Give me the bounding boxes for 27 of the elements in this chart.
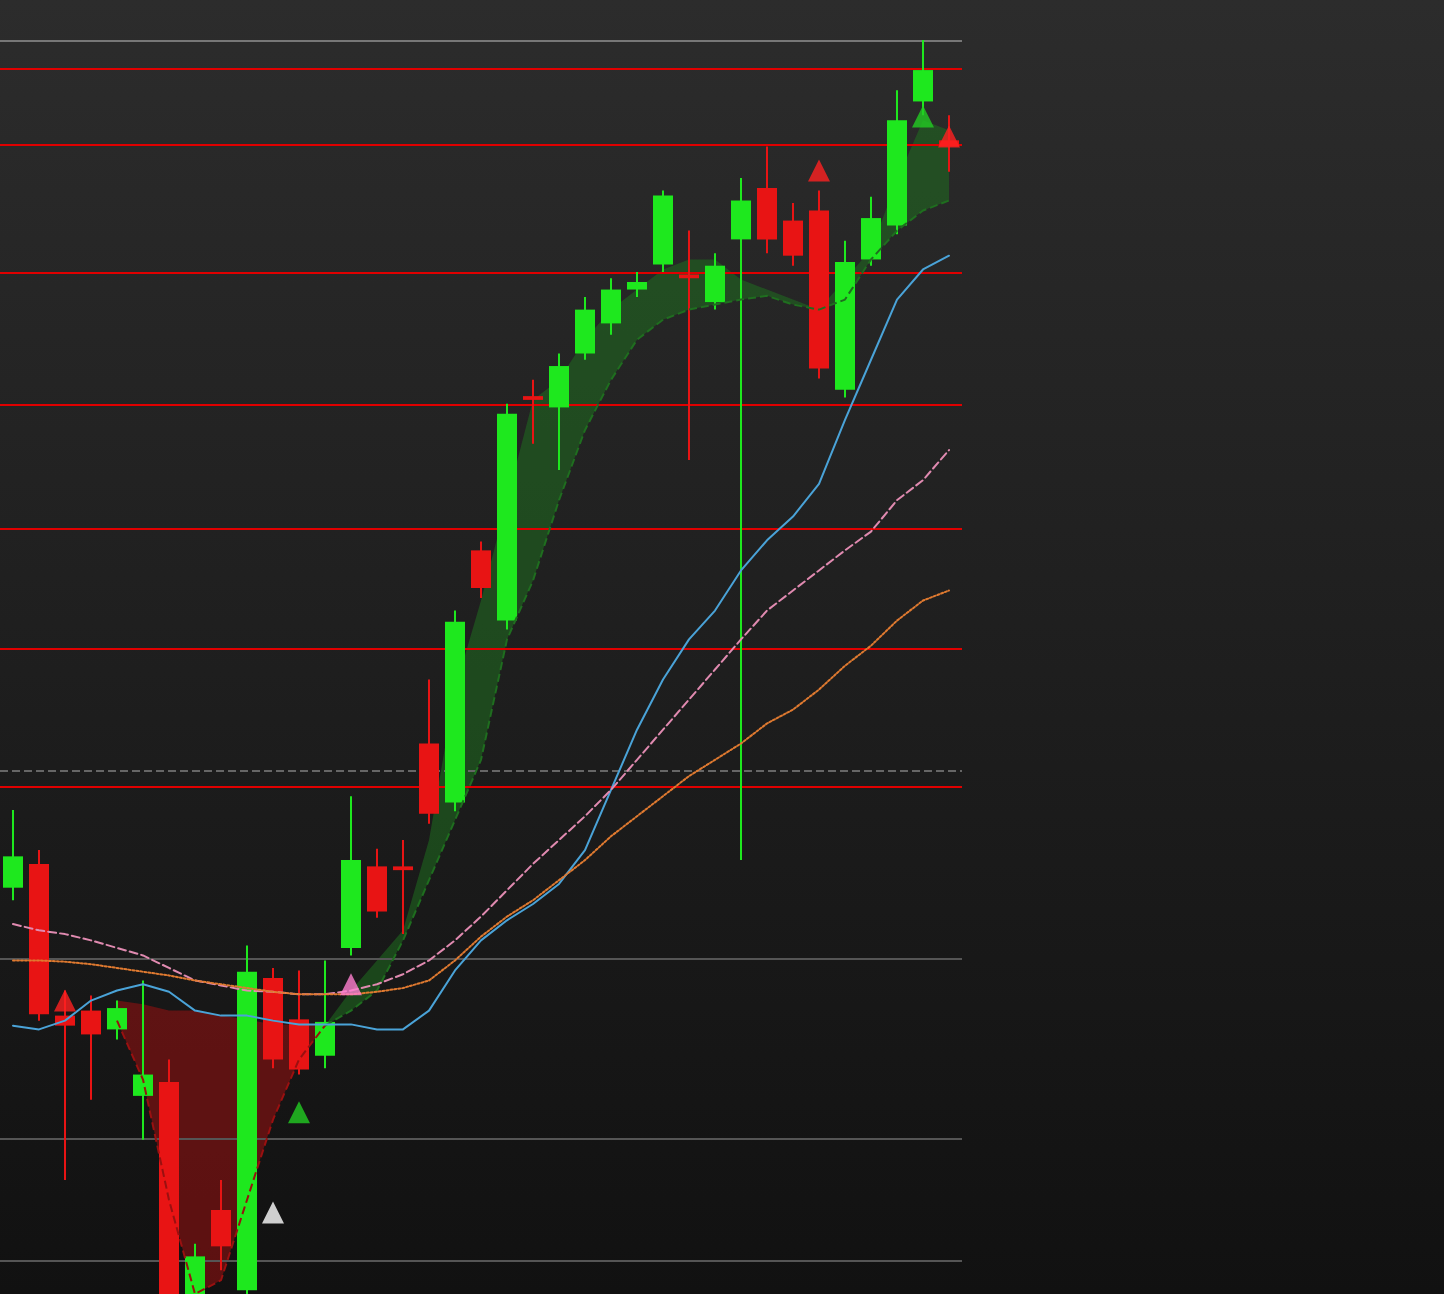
point	[54, 989, 76, 1012]
candlestick	[211, 1178, 231, 1272]
point	[262, 1201, 284, 1224]
candlestick	[393, 839, 413, 936]
point	[912, 105, 934, 128]
candlestick	[861, 195, 881, 267]
candlestick	[471, 540, 491, 600]
candlestick	[549, 352, 569, 472]
point	[938, 125, 960, 148]
candlestick	[679, 229, 699, 462]
candlestick	[367, 847, 387, 919]
candlestick	[601, 277, 621, 336]
candlestick	[731, 176, 751, 862]
candlestick	[627, 270, 647, 299]
candlestick	[133, 979, 153, 1141]
candlestick	[3, 808, 23, 902]
candlestick	[575, 296, 595, 361]
candlestick	[81, 994, 101, 1101]
candlestick	[523, 378, 543, 445]
candlestick	[185, 1242, 205, 1294]
point	[340, 973, 362, 996]
point	[808, 159, 830, 182]
candlestick	[107, 999, 127, 1041]
candlestick	[315, 959, 335, 1070]
candlestick	[705, 252, 725, 311]
candlestick	[783, 202, 803, 267]
point	[288, 1101, 310, 1124]
